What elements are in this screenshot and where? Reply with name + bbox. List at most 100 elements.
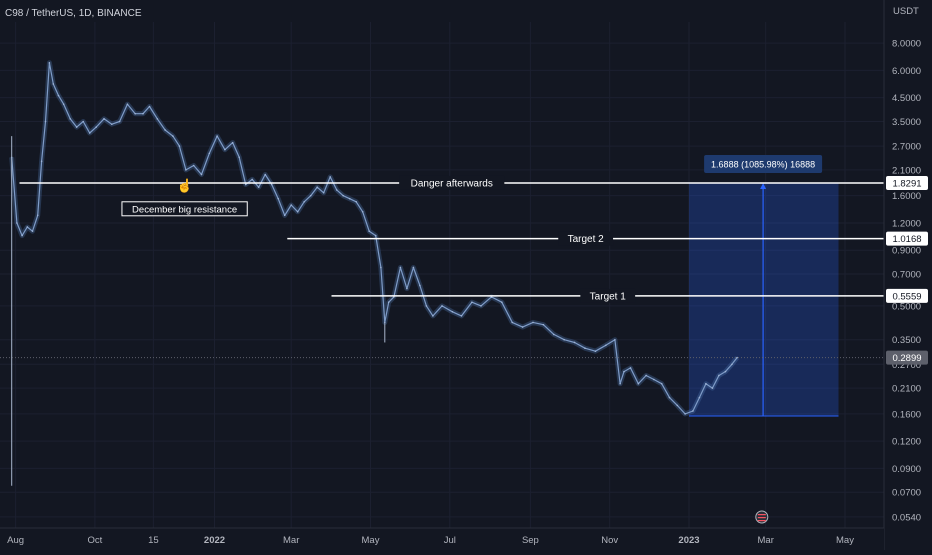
- price-point: [48, 62, 51, 64]
- price-point: [623, 370, 625, 373]
- annotation-text: December big resistance: [132, 204, 237, 215]
- time-tick-label: Jul: [444, 535, 456, 546]
- price-tick-label: 4.5000: [892, 93, 921, 104]
- price-point: [231, 141, 234, 144]
- price-point: [406, 287, 408, 290]
- price-point: [387, 301, 390, 303]
- price-point: [361, 210, 364, 213]
- time-tick-label: Oct: [88, 535, 103, 546]
- price-tick-label: 8.0000: [892, 39, 921, 50]
- price-point: [380, 266, 382, 269]
- us-flag-stripe-icon: [757, 514, 766, 516]
- level-label: Target 1: [590, 291, 627, 302]
- us-flag-stripe-icon: [757, 517, 766, 519]
- level-price-badge: [886, 231, 928, 246]
- price-point: [216, 135, 218, 137]
- price-point: [711, 387, 714, 389]
- level-price-badge-label: 1.0168: [892, 234, 921, 245]
- price-tick-label: 1.2000: [892, 218, 921, 229]
- price-tick-label: 0.1200: [892, 437, 921, 448]
- price-point: [57, 94, 60, 97]
- price-point: [277, 197, 280, 200]
- price-point: [724, 370, 727, 373]
- price-point: [521, 326, 524, 328]
- price-point: [178, 145, 181, 147]
- price-point: [329, 176, 332, 178]
- price-point: [563, 338, 565, 341]
- level-price-badge-label: 0.5559: [892, 291, 921, 302]
- measure-label-box: [704, 154, 823, 173]
- annotation-box: [121, 201, 248, 217]
- price-point: [460, 315, 463, 317]
- price-point: [412, 266, 415, 269]
- price-point: [384, 321, 386, 324]
- level-price-badge-label: 1.8291: [892, 178, 921, 189]
- price-tick-label: 0.7000: [892, 270, 921, 281]
- price-point: [676, 404, 679, 407]
- price-point: [684, 413, 686, 415]
- price-point: [316, 186, 319, 188]
- price-point: [705, 382, 707, 385]
- price-point: [36, 214, 39, 217]
- price-point: [731, 363, 733, 366]
- price-tick-label: 0.3500: [892, 335, 921, 346]
- price-point: [69, 118, 71, 120]
- price-point: [208, 152, 211, 155]
- price-point: [172, 135, 174, 137]
- price-point: [192, 164, 195, 167]
- time-tick-label: 2022: [204, 535, 225, 546]
- price-point: [10, 156, 13, 159]
- level-label: Danger afterwards: [411, 178, 493, 189]
- current-price-badge-label: 0.2899: [892, 353, 921, 364]
- price-point: [283, 214, 286, 217]
- price-point: [419, 284, 421, 287]
- price-point: [75, 126, 78, 128]
- price-point: [399, 266, 402, 269]
- price-tick-label: 6.0000: [892, 66, 921, 77]
- price-point: [88, 132, 91, 134]
- price-point: [736, 356, 738, 359]
- time-axis-background: [0, 528, 884, 550]
- current-price-badge: [886, 350, 928, 365]
- us-flag-stripe-icon: [757, 520, 766, 522]
- price-point: [62, 103, 65, 106]
- price-tick-label: 0.2100: [892, 384, 921, 395]
- price-point: [335, 189, 338, 191]
- price-point: [718, 374, 720, 377]
- price-point: [532, 321, 534, 324]
- price-tick-label: 0.1600: [892, 409, 921, 420]
- price-point: [637, 382, 640, 385]
- time-tick-label: Sep: [522, 535, 539, 546]
- price-point: [542, 323, 545, 326]
- price-point: [257, 186, 260, 188]
- price-point: [501, 301, 503, 303]
- price-point: [573, 341, 576, 344]
- price-tick-label: 0.5000: [892, 301, 921, 312]
- price-point: [118, 120, 121, 123]
- price-point: [185, 169, 187, 171]
- price-point: [692, 410, 694, 412]
- level-label-background: [558, 231, 614, 246]
- price-point: [126, 103, 129, 106]
- price-point: [40, 160, 43, 163]
- price-point: [134, 112, 136, 115]
- price-tick-label: 0.0700: [892, 488, 921, 499]
- price-point: [244, 183, 247, 186]
- price-point: [355, 200, 358, 203]
- price-point: [296, 210, 299, 213]
- price-point: [44, 120, 47, 123]
- price-axis-background: [884, 0, 932, 550]
- price-point: [148, 105, 151, 108]
- time-tick-label: Mar: [758, 535, 774, 546]
- measure-arrow-head: [760, 182, 767, 189]
- hand-pointer-icon: ☝: [177, 177, 193, 194]
- price-point: [348, 197, 351, 200]
- price-tick-label: 0.9000: [892, 246, 921, 257]
- symbol-title: C98 / TetherUS, 1D, BINANCE: [5, 8, 142, 19]
- price-point: [480, 305, 482, 307]
- price-point: [270, 183, 273, 186]
- price-point: [605, 344, 607, 347]
